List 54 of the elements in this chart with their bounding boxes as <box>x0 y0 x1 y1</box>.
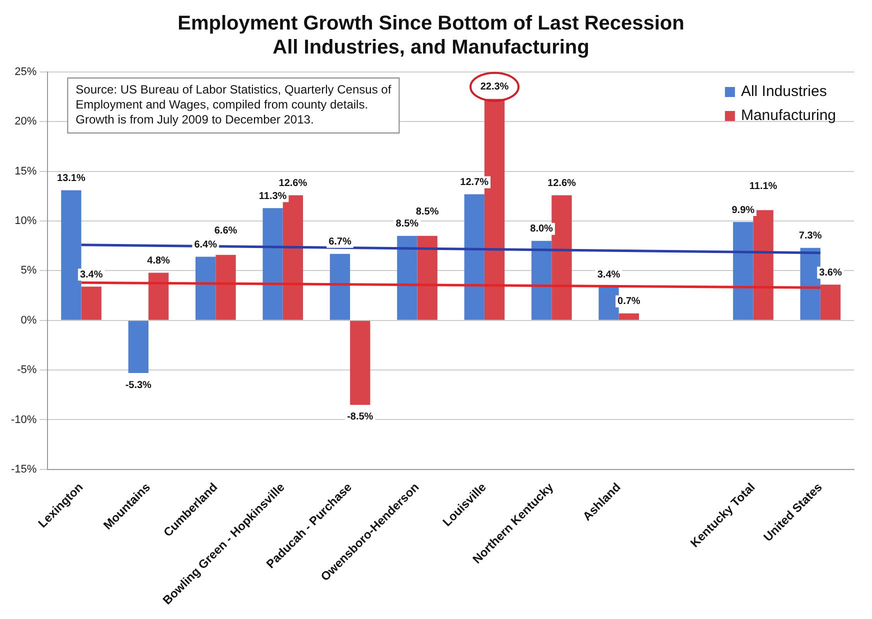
data-label: -8.5% <box>347 412 374 423</box>
bar <box>598 286 619 320</box>
data-label: 0.7% <box>618 296 640 308</box>
bar <box>531 240 552 320</box>
y-tick-label: 5% <box>20 264 37 277</box>
y-tick-label: 10% <box>14 215 37 228</box>
data-label: 3.4% <box>80 269 103 280</box>
y-tick-label: 0% <box>20 314 37 326</box>
data-label: 13.1% <box>57 172 86 184</box>
bar <box>216 254 236 320</box>
y-tick-label: -15% <box>10 463 37 476</box>
data-label: 6.7% <box>328 236 352 248</box>
data-label: 7.3% <box>798 230 822 242</box>
bar <box>417 236 438 320</box>
bar <box>148 272 169 320</box>
data-label: 6.6% <box>214 226 238 237</box>
bar <box>350 320 370 405</box>
data-label: 22.3% <box>480 82 509 93</box>
bar <box>128 320 148 374</box>
data-label: 8.5% <box>416 206 439 218</box>
bar <box>753 210 774 320</box>
data-label: 6.4% <box>194 240 218 251</box>
chart-title: Employment Growth Since Bottom of Last Recession All Industries, and Manufacturing <box>178 12 684 59</box>
bar <box>330 254 350 320</box>
y-tick-label: -10% <box>10 414 37 426</box>
data-label: 8.5% <box>396 218 419 230</box>
data-label: 12.7% <box>460 176 489 188</box>
y-tick-label: 20% <box>14 116 37 128</box>
bar <box>61 190 82 320</box>
bar <box>552 195 572 320</box>
bar <box>262 208 283 320</box>
legend-label: Manufacturing <box>740 107 836 124</box>
bar <box>196 256 216 320</box>
data-label: 3.4% <box>597 269 620 280</box>
bar <box>397 236 418 320</box>
bar <box>820 284 841 320</box>
legend-label: All Industries <box>740 83 827 100</box>
y-tick-label: -5% <box>17 364 37 376</box>
data-label: 11.1% <box>749 180 778 192</box>
data-label: 8.0% <box>530 224 554 235</box>
data-label: 12.6% <box>548 178 576 189</box>
data-label: 3.6% <box>819 267 842 278</box>
data-label: 12.6% <box>278 178 308 189</box>
bar <box>81 286 102 320</box>
data-label: 9.9% <box>732 204 755 216</box>
y-tick-label: 15% <box>14 165 37 178</box>
bar <box>733 222 754 320</box>
y-tick-label: 25% <box>14 66 37 78</box>
bar <box>464 194 484 320</box>
annotation: Source: US Bureau of Labor Statistics, Quarterly Census of Employment and Wages, compiled from county details. Growth is from July 2009 to December 2013. <box>76 82 392 126</box>
data-label: -5.3% <box>125 380 152 391</box>
data-label: 11.3% <box>258 190 287 202</box>
bar <box>618 313 639 320</box>
data-label: 4.8% <box>147 255 170 266</box>
